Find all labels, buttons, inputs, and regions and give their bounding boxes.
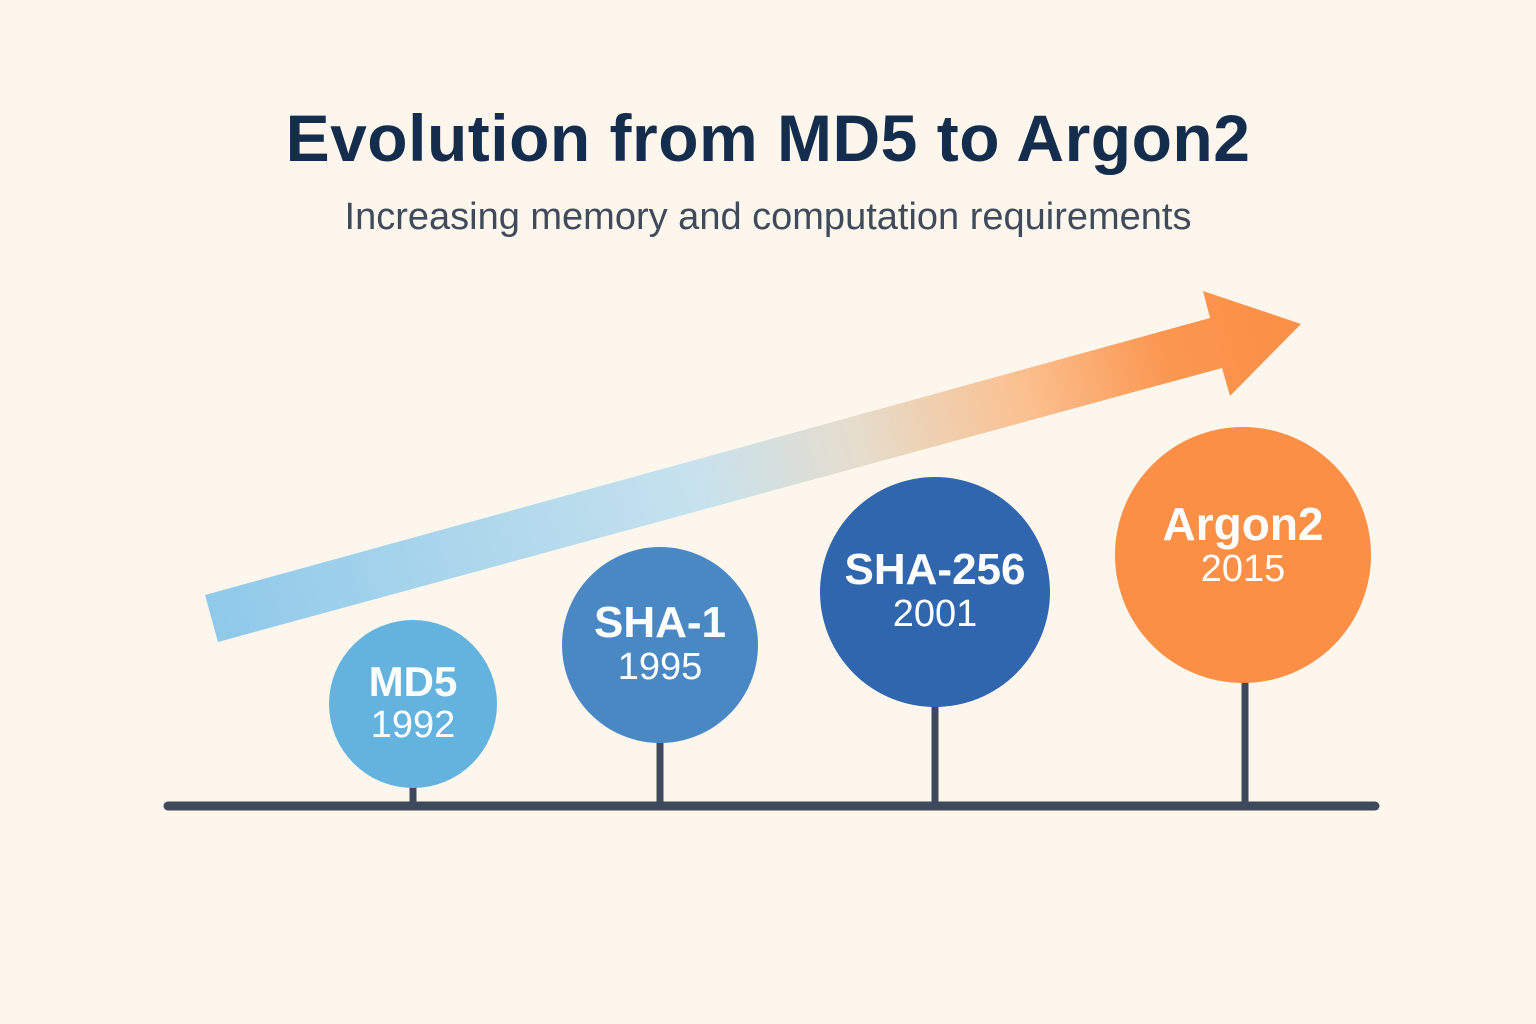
page-subtitle: Increasing memory and computation requir…: [344, 196, 1192, 238]
node-name: SHA-256: [844, 545, 1026, 595]
node-year: 2001: [892, 593, 978, 636]
timeline-node-argon2: Argon2 2015: [1115, 427, 1371, 683]
node-name: SHA-1: [593, 598, 727, 648]
timeline-node-sha256: SHA-256 2001: [820, 477, 1050, 707]
timeline-node-sha1: SHA-1 1995: [562, 547, 758, 743]
timeline-stems: [409, 675, 1249, 806]
node-year: 1995: [617, 646, 703, 689]
trend-arrow-icon: [205, 291, 1301, 642]
page-title: Evolution from MD5 to Argon2: [285, 101, 1251, 175]
node-year: 1992: [370, 704, 456, 747]
node-name: MD5: [368, 658, 458, 706]
node-name: Argon2: [1162, 498, 1324, 550]
timeline-node-md5: MD5 1992: [329, 620, 497, 788]
node-year: 2015: [1200, 548, 1286, 591]
